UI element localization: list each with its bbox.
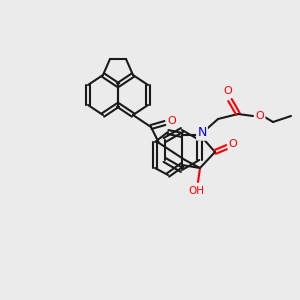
- Text: N: N: [197, 127, 207, 140]
- Text: O: O: [256, 111, 264, 121]
- Text: O: O: [224, 86, 232, 96]
- Text: OH: OH: [188, 186, 204, 196]
- Text: O: O: [168, 116, 176, 126]
- Text: O: O: [229, 139, 237, 149]
